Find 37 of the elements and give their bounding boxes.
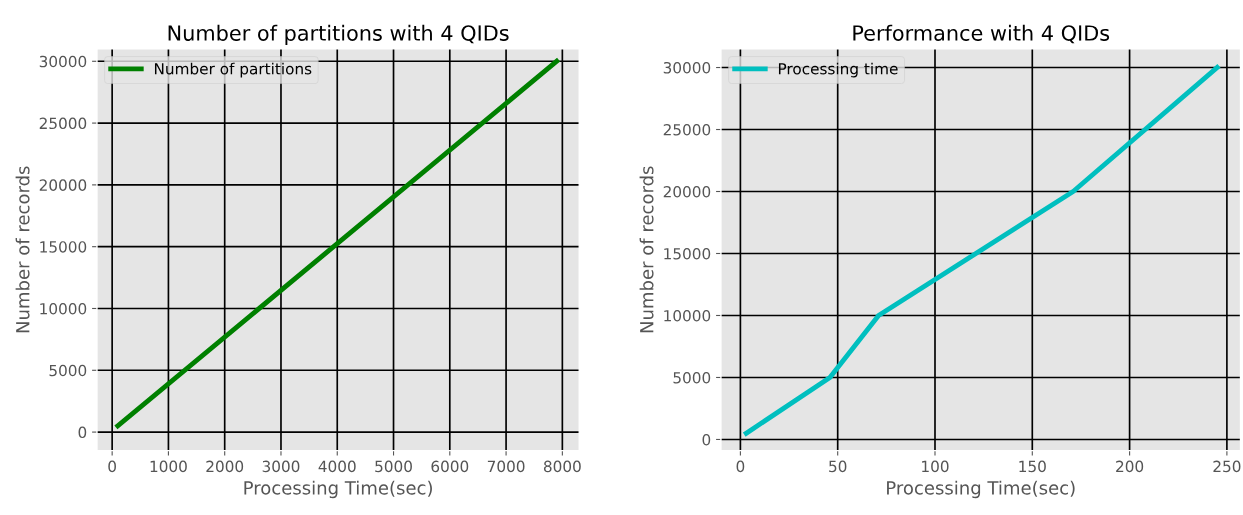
x-tick-label: 7000 [487, 460, 525, 473]
x-tick-label: 100 [922, 460, 949, 473]
y-tick-label: 5000 [49, 364, 87, 377]
x-axis-title: Processing Time(sec) [887, 480, 1075, 499]
x-axis-title: Processing Time(sec) [244, 480, 432, 499]
y-tick-label: 0 [78, 426, 87, 439]
y-tick-label: 20000 [663, 185, 711, 198]
y-tick-label: 15000 [40, 241, 87, 253]
y-tick-label: 20000 [39, 179, 87, 191]
x-tick-label: 5000 [375, 460, 412, 473]
x-tick-label: 250 [1213, 460, 1241, 473]
chart-title: Number of partitions with 4 QIDs [168, 24, 509, 45]
x-tick-label: 50 [829, 460, 847, 473]
y-tick-label: 30000 [39, 55, 87, 68]
y-tick-label: 30000 [663, 61, 711, 74]
y-axis-title: Number of records [639, 166, 654, 333]
y-tick-label: 25000 [663, 123, 711, 136]
y-tick-label: 15000 [664, 247, 711, 260]
x-tick-label: 3000 [262, 460, 300, 473]
chart-title: Performance with 4 QIDs [853, 24, 1110, 44]
x-tick-label: 200 [1116, 460, 1144, 473]
x-tick-label: 0 [736, 460, 745, 473]
legend-label: Processing time [778, 62, 898, 78]
legend-label: Number of partitions [154, 62, 312, 78]
y-tick-label: 10000 [664, 309, 711, 322]
x-tick-label: 8000 [543, 460, 581, 473]
y-tick-label: 25000 [39, 117, 87, 130]
x-tick-label: 0 [108, 460, 116, 473]
x-tick-label: 2000 [206, 460, 244, 473]
x-tick-label: 6000 [431, 460, 469, 473]
y-tick-label: 10000 [40, 302, 87, 315]
y-tick-label: 0 [702, 433, 711, 446]
x-tick-label: 1000 [150, 460, 187, 473]
x-tick-label: 150 [1019, 460, 1046, 473]
y-tick-label: 5000 [673, 371, 711, 384]
y-axis-title: Number of records [15, 166, 30, 333]
x-tick-label: 4000 [318, 460, 356, 473]
